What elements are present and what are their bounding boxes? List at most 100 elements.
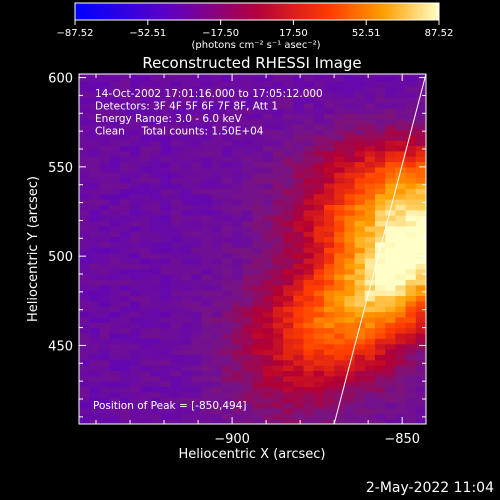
- heatmap-cell: [109, 311, 121, 318]
- heatmap-cell: [201, 359, 213, 366]
- heatmap-cell: [364, 263, 376, 270]
- heatmap-cell: [313, 370, 325, 377]
- heatmap-cell: [109, 134, 121, 141]
- heatmap-cell: [211, 370, 223, 377]
- heatmap-cell: [283, 391, 294, 398]
- heatmap-cell: [89, 199, 101, 205]
- heatmap-cell: [293, 252, 305, 259]
- heatmap-cell: [109, 75, 121, 82]
- heatmap-cell: [99, 268, 111, 275]
- heatmap-cell: [303, 327, 315, 334]
- heatmap-cell: [395, 306, 407, 313]
- heatmap-cell: [140, 306, 152, 313]
- heatmap-cell: [119, 81, 131, 88]
- heatmap-cell: [313, 359, 325, 366]
- heatmap-cell: [313, 231, 325, 238]
- heatmap-cell: [334, 381, 345, 388]
- heatmap-cell: [109, 91, 121, 98]
- heatmap-cell: [283, 306, 294, 313]
- colorbar-tick-label: 17.50: [279, 28, 308, 39]
- heatmap-cell: [221, 306, 233, 313]
- heatmap-cell: [170, 81, 182, 88]
- heatmap-cell: [293, 327, 305, 334]
- heatmap-cell: [262, 268, 274, 275]
- heatmap-cell: [293, 134, 305, 141]
- heatmap-cell: [191, 145, 203, 152]
- heatmap-cell: [191, 418, 203, 424]
- heatmap-cell: [395, 290, 407, 297]
- heatmap-cell: [130, 86, 141, 93]
- heatmap-cell: [344, 402, 356, 409]
- heatmap-cell: [89, 365, 101, 372]
- heatmap-cell: [385, 81, 396, 88]
- heatmap-cell: [323, 338, 335, 345]
- heatmap-cell: [262, 172, 274, 179]
- heatmap-cell: [150, 343, 162, 350]
- heatmap-cell: [313, 145, 325, 152]
- heatmap-cell: [354, 74, 366, 77]
- heatmap-cell: [334, 311, 345, 318]
- heatmap-cell: [170, 150, 182, 157]
- heatmap-cell: [385, 381, 396, 388]
- heatmap-cell: [232, 86, 243, 93]
- heatmap-cell: [119, 97, 131, 104]
- heatmap-cell: [89, 81, 101, 88]
- heatmap-cell: [160, 343, 172, 350]
- heatmap-cell: [211, 182, 223, 189]
- heatmap-cell: [364, 306, 376, 313]
- heatmap-cell: [293, 338, 305, 345]
- heatmap-cell: [160, 97, 172, 104]
- heatmap-cell: [191, 332, 203, 339]
- heatmap-cell: [89, 391, 101, 398]
- heatmap-cell: [150, 386, 162, 393]
- heatmap-cell: [119, 172, 131, 179]
- heatmap-cell: [89, 172, 101, 179]
- heatmap-cell: [221, 386, 233, 393]
- heatmap-cell: [303, 375, 315, 382]
- heatmap-cell: [79, 268, 90, 275]
- heatmap-cell: [140, 268, 152, 275]
- heatmap-cell: [221, 311, 233, 318]
- heatmap-cell: [334, 338, 345, 345]
- heatmap-cell: [211, 252, 223, 259]
- heatmap-cell: [89, 370, 101, 377]
- heatmap-cell: [242, 365, 254, 372]
- heatmap-cell: [232, 161, 243, 168]
- heatmap-cell: [395, 375, 407, 382]
- heatmap-cell: [334, 236, 345, 243]
- heatmap-cell: [415, 413, 426, 420]
- heatmap-cell: [385, 102, 396, 109]
- heatmap-cell: [191, 97, 203, 104]
- heatmap-cell: [160, 81, 172, 88]
- heatmap-cell: [364, 332, 376, 339]
- heatmap-cell: [170, 386, 182, 393]
- heatmap-cell: [262, 391, 274, 398]
- heatmap-cell: [150, 236, 162, 243]
- heatmap-cell: [170, 188, 182, 195]
- heatmap-cell: [405, 295, 417, 302]
- heatmap-cell: [415, 161, 426, 168]
- heatmap-cell: [221, 290, 233, 297]
- heatmap-cell: [211, 220, 223, 227]
- heatmap-cell: [130, 231, 141, 238]
- heatmap-cell: [119, 107, 131, 114]
- heatmap-cell: [181, 236, 192, 243]
- heatmap-cell: [150, 402, 162, 409]
- heatmap-cell: [252, 215, 264, 222]
- heatmap-cell: [374, 215, 386, 222]
- heatmap-cell: [79, 327, 90, 334]
- heatmap-cell: [293, 129, 305, 136]
- heatmap-cell: [272, 359, 284, 366]
- heatmap-cell: [354, 338, 366, 345]
- heatmap-cell: [119, 102, 131, 109]
- heatmap-cell: [140, 354, 152, 361]
- heatmap-cell: [354, 418, 366, 424]
- heatmap-cell: [79, 97, 90, 104]
- heatmap-cell: [323, 81, 335, 88]
- heatmap-cell: [415, 74, 426, 77]
- heatmap-cell: [109, 268, 121, 275]
- heatmap-cell: [191, 349, 203, 355]
- heatmap-cell: [99, 215, 111, 222]
- heatmap-cell: [181, 386, 192, 393]
- heatmap-cell: [170, 161, 182, 168]
